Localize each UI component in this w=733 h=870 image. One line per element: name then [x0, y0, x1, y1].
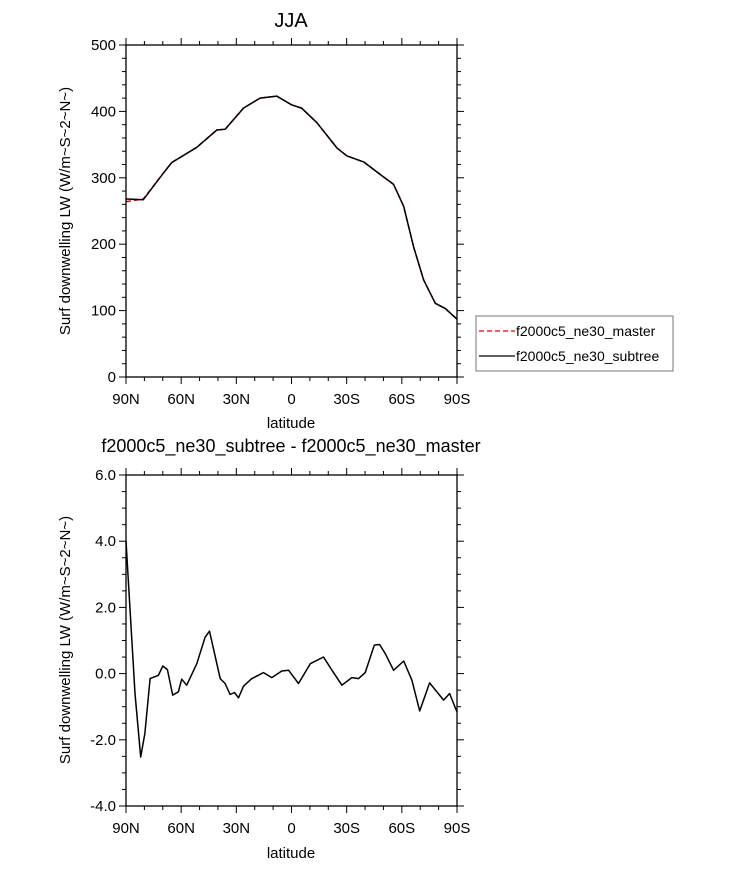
- bottom-xlabel: latitude: [267, 845, 315, 862]
- y-tick-label: 2.0: [95, 599, 116, 616]
- y-tick-label: 4.0: [95, 533, 116, 550]
- x-tick-label: 90S: [444, 391, 471, 408]
- x-tick-label: 60S: [388, 820, 415, 837]
- x-tick-label: 30N: [223, 820, 251, 837]
- y-tick-label: 300: [91, 170, 116, 187]
- x-tick-label: 60N: [167, 820, 195, 837]
- y-tick-label: 400: [91, 103, 116, 120]
- bottom-title: f2000c5_ne30_subtree - f2000c5_ne30_mast…: [101, 436, 480, 457]
- x-tick-label: 90N: [112, 820, 140, 837]
- x-tick-label: 90S: [444, 820, 471, 837]
- series-line-difference: [125, 541, 458, 758]
- x-tick-label: 0: [287, 391, 295, 408]
- x-tick-label: 60N: [167, 391, 195, 408]
- legend-label-subtree: f2000c5_ne30_subtree: [516, 348, 659, 364]
- y-tick-label: 0: [108, 369, 116, 386]
- x-tick-label: 0: [287, 820, 295, 837]
- series-line-subtree: [125, 95, 458, 320]
- x-tick-label: 90N: [112, 391, 140, 408]
- plot-frame: [125, 474, 458, 807]
- top-ylabel: Surf downwelling LW (W/m~S~2~N~): [57, 87, 74, 335]
- top-panel: JJA latitude Surf downwelling LW (W/m~S~…: [57, 10, 470, 432]
- x-tick-label: 60S: [388, 391, 415, 408]
- y-tick-label: 0.0: [95, 666, 116, 683]
- x-tick-label: 30N: [223, 391, 251, 408]
- series-line-master: [125, 95, 458, 320]
- y-tick-label: 100: [91, 303, 116, 320]
- legend: f2000c5_ne30_master f2000c5_ne30_subtree: [475, 315, 674, 372]
- legend-label-master: f2000c5_ne30_master: [516, 323, 656, 339]
- y-tick-label: 6.0: [95, 467, 116, 484]
- bottom-panel: f2000c5_ne30_subtree - f2000c5_ne30_mast…: [57, 436, 481, 862]
- bottom-ylabel: Surf downwelling LW (W/m~S~2~N~): [57, 516, 74, 764]
- top-xlabel: latitude: [267, 415, 315, 432]
- plot-frame: [125, 44, 458, 378]
- y-tick-label: -4.0: [90, 798, 116, 815]
- x-tick-label: 30S: [333, 391, 360, 408]
- top-title: JJA: [274, 10, 308, 32]
- x-tick-label: 30S: [333, 820, 360, 837]
- y-tick-label: 500: [91, 37, 116, 54]
- y-tick-label: 200: [91, 236, 116, 253]
- y-tick-label: -2.0: [90, 732, 116, 749]
